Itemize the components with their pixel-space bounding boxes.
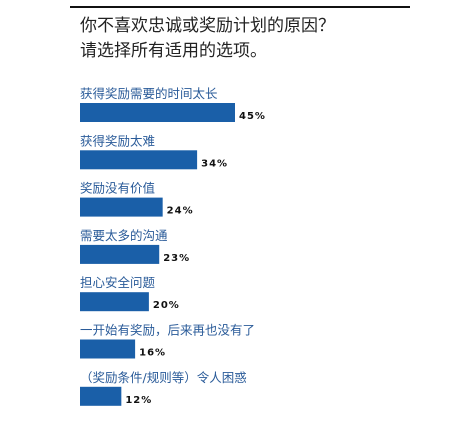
title-line-2: 请选择所有适用的选项。 [80,41,267,61]
category-label: （奖励条件/规则等）令人困惑 [80,370,247,385]
category-label: 获得奖励太难 [80,133,155,148]
category-label: 担心安全问题 [80,275,156,290]
category-label: 获得奖励需要的时间太长 [80,86,218,101]
bar [80,292,149,312]
category-label: 一开始有奖励，后来再也没有了 [80,323,255,338]
value-label: 12% [125,395,152,406]
bar [80,386,122,406]
bar [80,150,198,170]
bar [80,197,163,217]
value-label: 20% [153,300,180,311]
value-label: 24% [167,206,194,217]
value-label: 23% [163,253,190,264]
category-label: 需要太多的沟通 [80,228,168,243]
chart-title: 你不喜欢忠诚或奖励计划的原因？ 请选择所有适用的选项。 [80,14,420,64]
top-rule [70,6,410,8]
value-label: 45% [239,111,266,122]
bar [80,244,160,264]
value-label: 34% [201,158,228,169]
bar [80,103,235,122]
category-label: 奖励没有价值 [80,181,155,196]
bar [80,339,136,359]
value-label: 16% [139,348,166,359]
title-line-1: 你不喜欢忠诚或奖励计划的原因？ [80,16,335,36]
